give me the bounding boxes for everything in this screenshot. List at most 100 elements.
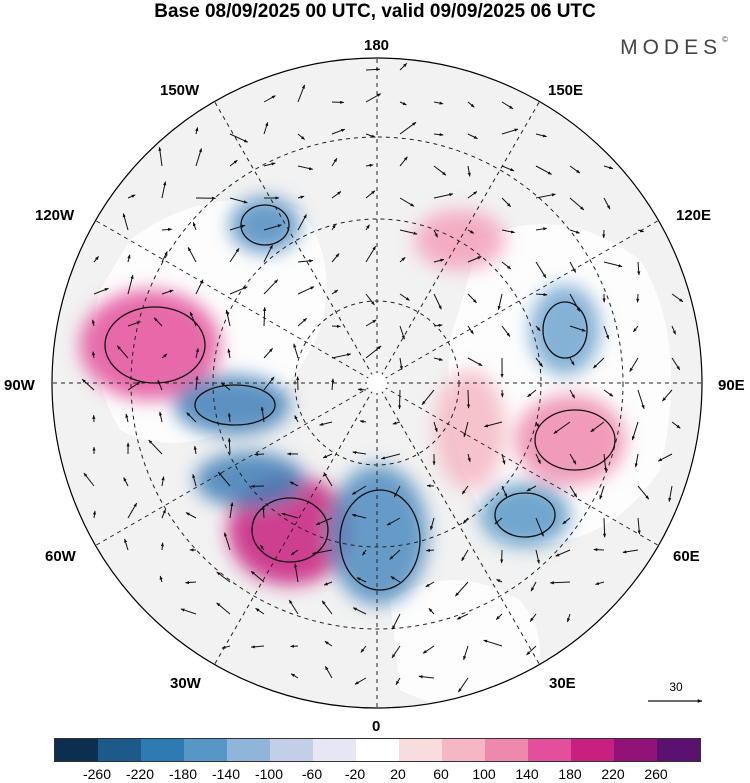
wind-vector-96 xyxy=(535,292,548,297)
wind-vector-145 xyxy=(357,387,367,392)
wind-vector-151 xyxy=(569,389,576,399)
wind-vector-195 xyxy=(217,471,231,487)
colorbar-swatch-10 xyxy=(485,739,528,761)
colorbar-swatch-3 xyxy=(184,739,227,761)
wind-vector-136 xyxy=(671,357,681,371)
wind-vector-59 xyxy=(433,229,439,238)
contour-7 xyxy=(240,204,290,246)
wind-vector-80 xyxy=(569,261,577,273)
colorbar-swatch-9 xyxy=(442,739,485,761)
wind-vector-24 xyxy=(263,162,276,167)
wind-vector-231 xyxy=(290,549,299,556)
wind-vector-21 xyxy=(158,146,163,167)
wind-vector-8 xyxy=(467,101,475,108)
wind-vector-165 xyxy=(433,421,438,433)
wind-vector-82 xyxy=(637,261,641,276)
wind-vector-97 xyxy=(569,293,581,312)
wind-vector-120 xyxy=(116,345,129,359)
wind-vector-138 xyxy=(127,381,141,391)
wind-vector-152 xyxy=(603,389,614,397)
contour-2 xyxy=(251,497,329,563)
colorbar-swatch-7 xyxy=(356,739,399,761)
wind-vector-36 xyxy=(161,181,167,199)
wind-vector-203 xyxy=(501,485,508,498)
colorbar-swatch-5 xyxy=(270,739,313,761)
wind-vector-281 xyxy=(395,677,401,685)
copyright-mark: © xyxy=(722,35,728,44)
anomaly-field xyxy=(80,197,625,605)
wind-vector-224 xyxy=(602,517,607,538)
wind-vector-217 xyxy=(351,513,367,519)
meridian-8 xyxy=(95,220,378,384)
wind-vector-266 xyxy=(529,613,537,622)
wind-vector-264 xyxy=(456,613,469,620)
wind-vector-45 xyxy=(467,191,478,199)
wind-vector-172 xyxy=(671,421,681,429)
wind-vector-61 xyxy=(501,229,515,234)
wind-vector-15 xyxy=(365,133,376,138)
anomaly-pos-east-siberia xyxy=(415,210,505,270)
wind-vector-90 xyxy=(331,289,339,295)
wind-vector-87 xyxy=(229,286,248,295)
wind-vector-28 xyxy=(399,156,408,167)
wind-vector-58 xyxy=(399,229,418,235)
wind-vector-99 xyxy=(636,293,640,303)
wind-vector-212 xyxy=(185,512,197,519)
wind-vector-177 xyxy=(227,437,231,455)
wind-vector-31 xyxy=(501,165,515,172)
wind-vector-70 xyxy=(229,248,240,263)
wind-vector-204 xyxy=(526,485,537,492)
colorbar-label: -260 xyxy=(82,766,112,782)
wind-vector-109 xyxy=(365,319,377,327)
colorbar-swatch-14 xyxy=(657,739,700,761)
wind-vector-249 xyxy=(390,576,401,583)
wind-vector-153 xyxy=(637,389,645,410)
wind-vector-86 xyxy=(195,279,204,295)
wind-vector-26 xyxy=(331,157,338,167)
wind-vector-164 xyxy=(392,421,401,425)
wind-vector-267 xyxy=(566,613,571,623)
wind-vector-134 xyxy=(592,357,605,369)
wind-vector-113 xyxy=(501,325,511,337)
wind-vector-49 xyxy=(603,197,611,210)
anomaly-pos-scandinavia xyxy=(435,370,505,490)
wind-vector-121 xyxy=(161,353,168,359)
wind-vector-235 xyxy=(425,548,435,552)
wind-vector-225 xyxy=(637,517,641,535)
map-title: Base 08/09/2025 00 UTC, valid 09/09/2025… xyxy=(154,1,596,22)
wind-vector-89 xyxy=(297,286,315,295)
wind-vector-229 xyxy=(224,532,231,551)
wind-vector-62 xyxy=(535,227,548,231)
wind-vector-250 xyxy=(425,581,435,588)
wind-vector-3 xyxy=(297,84,306,103)
wind-vector-257 xyxy=(216,602,231,615)
wind-vector-239 xyxy=(555,549,571,557)
wind-vector-178 xyxy=(254,452,265,456)
meridian-10 xyxy=(95,382,378,546)
wind-vector-65 xyxy=(637,229,645,233)
wind-vector-32 xyxy=(535,165,552,175)
meridian-7 xyxy=(214,101,378,384)
wind-vector-232 xyxy=(311,549,333,555)
colorbar-swatch-6 xyxy=(313,739,356,761)
wind-vector-55 xyxy=(297,214,307,231)
wind-vector-63 xyxy=(569,229,581,234)
latitude-circle-3 xyxy=(130,136,624,630)
wind-vector-78 xyxy=(501,261,512,270)
wind-vectors xyxy=(81,63,684,693)
colorbar-label: 220 xyxy=(601,766,625,782)
wind-vector-189 xyxy=(634,453,639,468)
wind-vector-268 xyxy=(221,645,231,649)
colorbar-label: -180 xyxy=(168,766,198,782)
colorbar-label: 180 xyxy=(558,766,582,782)
wind-vector-101 xyxy=(91,319,96,327)
land-africa xyxy=(390,580,540,708)
wind-vector-130 xyxy=(467,357,483,367)
meridian-2 xyxy=(376,382,659,546)
wind-vector-11 xyxy=(229,133,249,143)
wind-vector-50 xyxy=(122,213,129,231)
wind-vector-216 xyxy=(315,517,333,526)
contour-8 xyxy=(534,409,616,471)
wind-vector-51 xyxy=(161,227,173,232)
lon-label-30e: 30E xyxy=(549,675,576,692)
